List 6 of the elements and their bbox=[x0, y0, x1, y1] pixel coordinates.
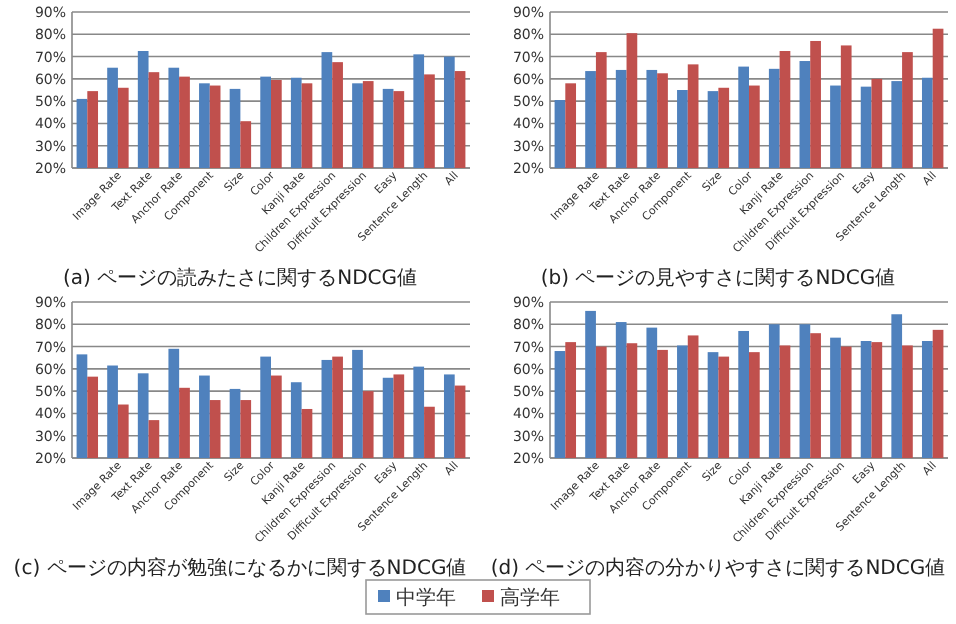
text: (d) ページの内容の分かりやすさに関するNDCG値 bbox=[490, 556, 946, 580]
text: (a) ページの読みたさに関するNDCG値 bbox=[62, 266, 418, 290]
text: (c) ページの内容が勉強になるかに関するNDCG値 bbox=[13, 556, 467, 580]
legend-label: 高学年 bbox=[500, 586, 560, 610]
text: (b) ページの見やすさに関するNDCG値 bbox=[540, 266, 896, 290]
legend-label: 中学年 bbox=[396, 586, 456, 610]
